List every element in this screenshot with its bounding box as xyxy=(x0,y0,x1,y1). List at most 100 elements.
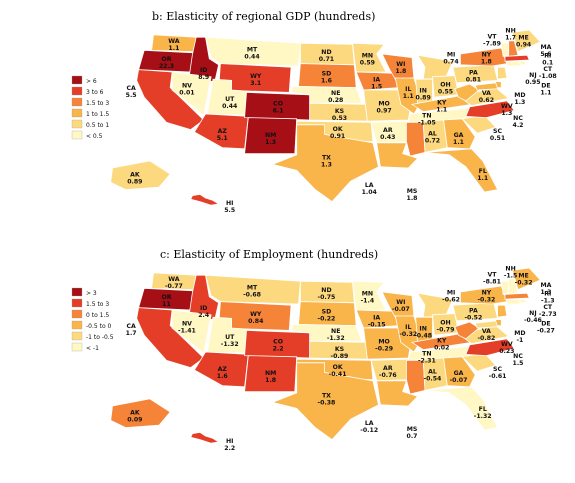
state-value-wv: 1.3 xyxy=(501,110,512,117)
state-value-de: 1.1 xyxy=(540,90,551,97)
state-abbr-ny: NY xyxy=(482,51,492,58)
state-abbr-ks: KS xyxy=(335,346,344,353)
state-value-nc: 1.5 xyxy=(513,360,524,367)
state-value-fl: -1.32 xyxy=(474,413,492,420)
state-value-ia: -0.15 xyxy=(368,322,386,329)
state-value-ga: -0.07 xyxy=(450,377,468,384)
state-value-ri: -1.3 xyxy=(541,298,555,305)
state-abbr-mo: MO xyxy=(378,101,389,108)
state-abbr-nh: NH xyxy=(505,27,515,34)
state-tx xyxy=(271,362,379,441)
legend-swatch xyxy=(71,287,83,297)
state-abbr-id: ID xyxy=(200,67,207,74)
legend-label: 3 to 6 xyxy=(86,89,104,96)
state-abbr-sc: SC xyxy=(493,128,502,135)
state-value-ak: 0.09 xyxy=(127,416,142,423)
state-value-ca: 5.5 xyxy=(126,92,137,99)
state-value-mo: -0.29 xyxy=(375,346,393,353)
state-value-ne: 0.28 xyxy=(328,97,343,104)
state-abbr-wy: WY xyxy=(250,311,262,318)
state-value-ne: -1.32 xyxy=(327,335,345,342)
state-abbr-nv: NV xyxy=(182,321,192,328)
map-panel-emp: c: Elasticity of Employment (hundreds) > … xyxy=(71,248,557,452)
state-md xyxy=(474,320,499,329)
state-value-ms: 1.8 xyxy=(407,195,418,202)
state-value-wa: 1.1 xyxy=(168,45,179,52)
state-value-ut: -1.32 xyxy=(221,341,239,348)
state-value-ar: -0.76 xyxy=(379,372,397,379)
legend-label: 1.5 to 3 xyxy=(86,301,109,308)
state-abbr-ms: MS xyxy=(407,426,418,433)
state-ma xyxy=(504,54,530,62)
state-value-ct: -1.08 xyxy=(539,73,557,80)
state-az xyxy=(193,113,249,150)
legend-label: -0.5 to 0 xyxy=(86,323,112,330)
state-abbr-oh: OH xyxy=(440,81,450,88)
state-value-ky: 1.1 xyxy=(436,106,447,113)
state-abbr-nh: NH xyxy=(505,265,515,272)
state-value-wv: 0.23 xyxy=(499,348,514,355)
state-value-in: -0.48 xyxy=(414,332,432,339)
state-value-mi: 0.74 xyxy=(443,58,459,65)
state-abbr-hi: HI xyxy=(226,438,233,445)
state-value-wi: -0.07 xyxy=(392,306,410,313)
state-ri xyxy=(519,298,526,304)
legend-label: 0.5 to 1 xyxy=(86,122,109,129)
state-nc xyxy=(465,100,515,119)
state-abbr-az: AZ xyxy=(218,128,228,135)
state-value-wi: 1.8 xyxy=(395,68,406,75)
state-labels: WA1.1OR22.3CA5.5ID8.9NV0.01MT0.44WY3.1UT… xyxy=(126,27,557,214)
state-abbr-ia: IA xyxy=(373,315,380,322)
state-value-sd: -0.22 xyxy=(318,316,336,323)
state-abbr-nc: NC xyxy=(513,353,523,360)
state-value-or: 11 xyxy=(162,301,171,308)
state-abbr-ok: OK xyxy=(333,364,343,371)
state-mt xyxy=(204,274,301,305)
state-value-ma: 1.3 xyxy=(540,289,551,296)
legend-swatch xyxy=(71,342,83,352)
state-abbr-ok: OK xyxy=(333,126,343,133)
state-value-id: 2.4 xyxy=(198,312,210,319)
state-value-mn: 0.59 xyxy=(360,60,375,67)
state-abbr-wa: WA xyxy=(168,38,180,45)
state-hi xyxy=(190,193,220,206)
state-value-oh: 0.55 xyxy=(438,88,453,95)
state-tx xyxy=(271,124,379,203)
state-abbr-ri: RI xyxy=(544,53,551,60)
state-value-ct: -2.73 xyxy=(539,311,557,318)
state-abbr-mt: MT xyxy=(247,47,258,54)
state-ct xyxy=(506,60,521,67)
state-wv xyxy=(454,83,480,102)
state-abbr-il: IL xyxy=(405,324,411,331)
state-abbr-me: ME xyxy=(518,273,528,280)
state-abbr-al: AL xyxy=(428,369,437,376)
state-value-nm: 1.3 xyxy=(265,139,276,146)
legend-label: < 0.5 xyxy=(86,133,103,140)
state-nv xyxy=(171,71,212,116)
state-ca xyxy=(136,69,205,131)
state-abbr-tn: TN xyxy=(422,113,431,120)
state-abbr-tn: TN xyxy=(422,351,431,358)
state-abbr-wv: WV xyxy=(501,341,513,348)
state-md xyxy=(474,82,499,91)
state-value-al: 0.72 xyxy=(425,138,440,145)
state-value-md: -1 xyxy=(516,337,523,344)
state-value-me: -0.32 xyxy=(515,280,533,287)
state-value-pa: 0.81 xyxy=(466,76,481,83)
legend-swatch xyxy=(71,119,83,129)
legend-swatch xyxy=(71,331,83,341)
state-abbr-ky: KY xyxy=(437,99,447,106)
state-nj xyxy=(497,304,508,318)
state-value-nh: -1.5 xyxy=(504,272,518,279)
state-value-vt: -8.81 xyxy=(483,278,501,285)
state-value-nm: 1.8 xyxy=(265,377,276,384)
state-fl xyxy=(424,386,499,431)
state-value-ok: -0.41 xyxy=(329,371,347,378)
state-value-nh: 1.7 xyxy=(505,34,516,41)
state-abbr-ri: RI xyxy=(544,291,551,298)
state-value-wa: -0.77 xyxy=(165,283,183,290)
state-abbr-ma: MA xyxy=(540,282,551,289)
panel-title: c: Elasticity of Employment (hundreds) xyxy=(160,248,378,261)
state-ms xyxy=(406,360,426,395)
